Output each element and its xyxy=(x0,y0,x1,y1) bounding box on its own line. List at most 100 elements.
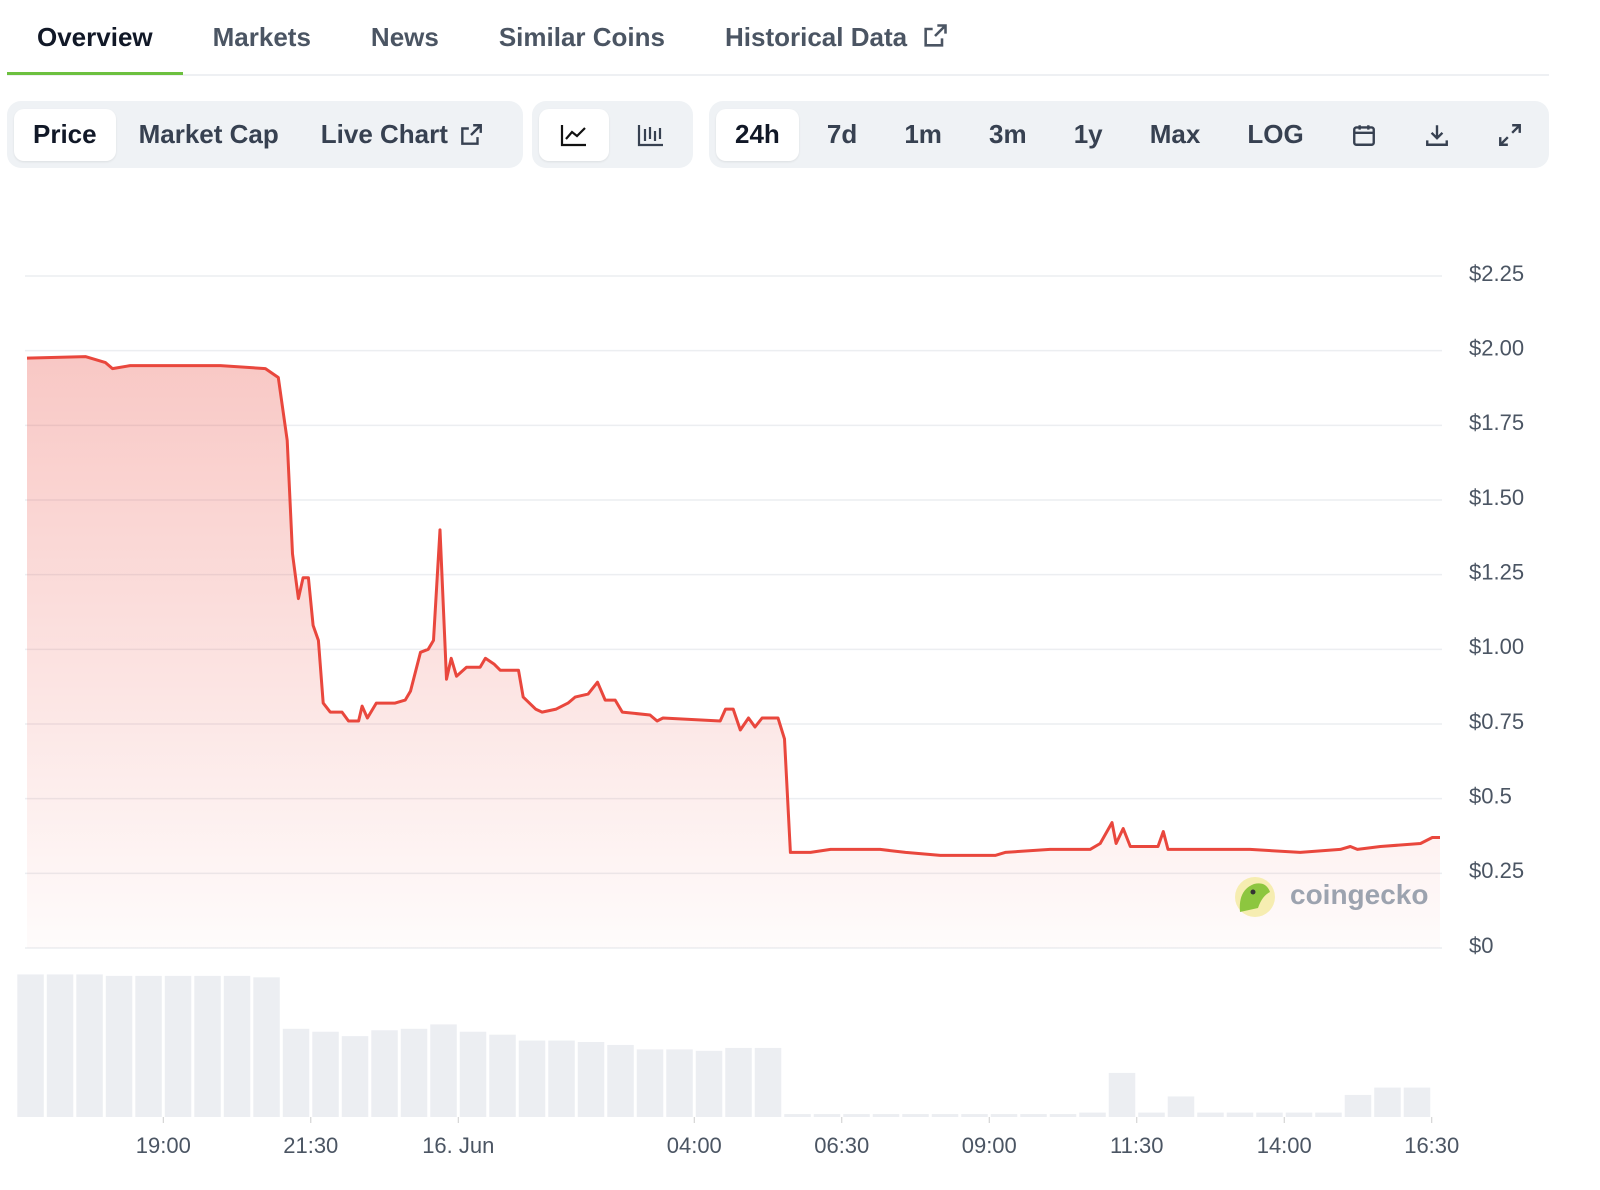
x-tick-label: 09:00 xyxy=(962,1133,1017,1158)
volume-bar xyxy=(902,1114,929,1117)
price-line xyxy=(26,355,1440,857)
volume-bar xyxy=(1197,1112,1224,1117)
volume-bar xyxy=(105,975,133,1117)
range-button[interactable]: 3m xyxy=(989,119,1027,149)
external-icon xyxy=(461,123,482,145)
toggle-button[interactable]: Market Cap xyxy=(138,119,279,149)
y-tick-label: $0 xyxy=(1469,933,1493,958)
x-tick-label: 11:30 xyxy=(1110,1133,1163,1158)
candle-chart-button[interactable] xyxy=(617,109,687,161)
volume-bar xyxy=(253,977,280,1117)
watermark-text: coingecko xyxy=(1290,879,1428,910)
fullscreen-button[interactable] xyxy=(1478,109,1542,161)
price-area xyxy=(27,356,1440,949)
volume-bar xyxy=(400,1028,428,1117)
volume-bar xyxy=(371,1030,398,1117)
volume-bar xyxy=(1226,1112,1254,1117)
volume-bar xyxy=(784,1114,811,1117)
volume-bar xyxy=(990,1114,1018,1117)
volume-bar xyxy=(135,975,162,1117)
y-tick-label: $2.00 xyxy=(1469,335,1524,360)
fullscreen-icon xyxy=(1499,123,1521,146)
volume-bar xyxy=(607,1044,634,1117)
volume-bar xyxy=(1049,1114,1077,1117)
volume-bar xyxy=(636,1049,664,1117)
volume-bar xyxy=(725,1047,752,1117)
download-icon xyxy=(1425,124,1448,146)
range-button[interactable]: 24h xyxy=(716,108,799,161)
volume-bar xyxy=(312,1031,339,1117)
y-tick-label: $2.25 xyxy=(1469,261,1524,286)
x-tick-label: 19:00 xyxy=(136,1133,191,1158)
x-tick-label: 14:00 xyxy=(1257,1133,1312,1158)
volume-bar xyxy=(17,974,44,1117)
chart-style-group xyxy=(532,101,693,168)
y-tick-label: $0.5 xyxy=(1469,783,1512,808)
volume-bar xyxy=(695,1050,723,1117)
volume-bar xyxy=(931,1114,959,1117)
volume-bar xyxy=(1167,1096,1195,1117)
x-tick-label: 21:30 xyxy=(283,1133,338,1158)
volume-bar xyxy=(459,1031,487,1117)
y-tick-label: $0.25 xyxy=(1469,858,1524,883)
volume-bar xyxy=(843,1114,870,1117)
volume-bar xyxy=(46,974,74,1117)
volume-bar xyxy=(518,1040,546,1117)
volume-bar xyxy=(1374,1087,1401,1117)
tab[interactable]: Historical Data xyxy=(695,0,979,72)
volume-bar xyxy=(1403,1087,1431,1117)
button-label: Live Chart xyxy=(320,119,448,149)
range-button[interactable]: 1y xyxy=(1073,119,1103,149)
download-button[interactable] xyxy=(1405,109,1469,161)
volume-bar xyxy=(666,1049,693,1117)
volume-bar xyxy=(577,1042,605,1117)
line-chart-button[interactable] xyxy=(539,108,609,161)
chart-toggle-group: Price Market Cap Live Chart xyxy=(7,101,523,168)
volume-bar xyxy=(1020,1114,1047,1117)
volume-bar xyxy=(872,1114,900,1117)
y-tick-label: $1.00 xyxy=(1469,634,1524,659)
volume-bar xyxy=(754,1047,782,1117)
y-tick-label: $0.75 xyxy=(1469,709,1524,734)
range-button[interactable]: 7d xyxy=(826,119,858,149)
x-tick-label: 16:30 xyxy=(1404,1133,1459,1158)
candle-icon xyxy=(638,124,664,146)
volume-bar xyxy=(548,1040,575,1117)
y-tick-label: $1.25 xyxy=(1469,559,1524,584)
tab[interactable]: Overview xyxy=(7,0,183,75)
x-tick-label: 16. Jun xyxy=(422,1133,494,1158)
volume-bar xyxy=(1344,1094,1372,1117)
toggle-button[interactable]: Price xyxy=(14,108,116,161)
volume-bar xyxy=(76,974,103,1117)
volume-bar xyxy=(164,975,192,1117)
volume-bar xyxy=(489,1034,516,1117)
volume-bar xyxy=(1138,1112,1165,1117)
volume-bar xyxy=(223,975,251,1117)
line-icon xyxy=(560,124,586,146)
tab[interactable]: News xyxy=(370,22,439,52)
range-button[interactable]: 1m xyxy=(904,119,942,149)
tab[interactable]: Markets xyxy=(212,22,311,52)
range-group: 24h 7d 1m 3m 1y Max LOG xyxy=(709,101,1549,168)
watermark: coingecko xyxy=(1235,877,1428,917)
volume-bar xyxy=(1285,1112,1313,1117)
volume-bar xyxy=(1315,1112,1342,1117)
range-button[interactable]: Max xyxy=(1149,119,1201,149)
x-tick-label: 04:00 xyxy=(667,1133,722,1158)
toggle-button[interactable]: Live Chart xyxy=(302,109,503,161)
volume-bar xyxy=(1256,1112,1283,1117)
volume-bar xyxy=(1108,1072,1136,1117)
x-tick-label: 06:30 xyxy=(814,1133,869,1158)
y-tick-label: $1.75 xyxy=(1469,410,1524,435)
range-button[interactable]: LOG xyxy=(1247,119,1304,149)
volume-bar xyxy=(282,1028,310,1117)
tab[interactable]: Similar Coins xyxy=(498,22,665,52)
tab-bar: Overview Markets News Similar Coins Hist… xyxy=(7,0,1549,76)
volume-bar xyxy=(1079,1112,1106,1117)
volume-bar xyxy=(341,1036,369,1117)
external-icon xyxy=(924,24,947,47)
y-tick-label: $1.50 xyxy=(1469,485,1524,510)
calendar-button[interactable] xyxy=(1332,109,1396,161)
volume-bar xyxy=(813,1114,841,1117)
